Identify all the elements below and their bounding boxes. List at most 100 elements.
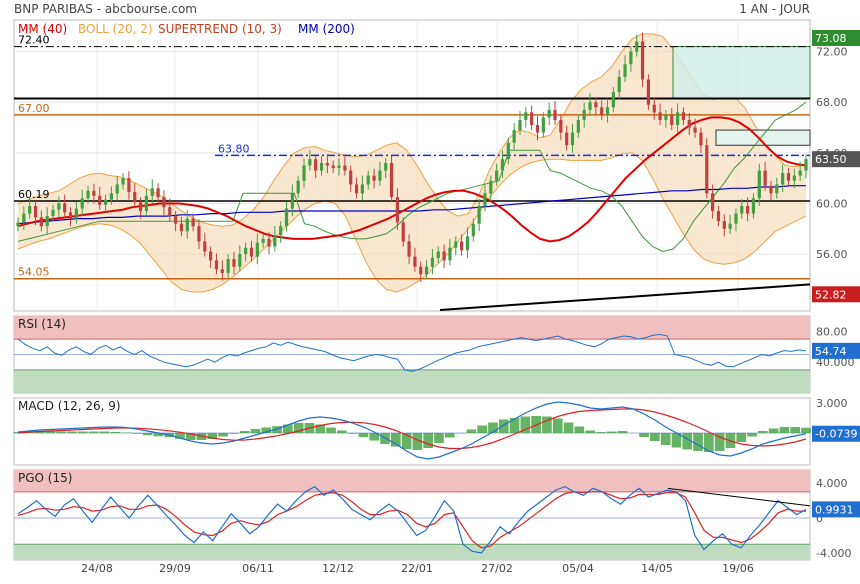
candle-body [495, 170, 499, 181]
candle-body [109, 193, 114, 200]
rsi-tick-label: 40.000 [816, 356, 855, 369]
candle-body [605, 107, 610, 115]
candle-body [699, 132, 703, 146]
pgo-avg-line [17, 491, 806, 549]
candle-body [547, 109, 551, 118]
candle-body [319, 162, 324, 171]
candle-body [238, 254, 242, 267]
candle-body [436, 251, 440, 258]
macd-histogram-bar [606, 431, 617, 433]
candle-body [314, 159, 318, 171]
pgo-overbought-zone [14, 470, 810, 492]
price-zone-small [715, 129, 811, 146]
macd-frame [13, 397, 811, 466]
macd-badge: -0.0739 [815, 428, 857, 441]
candle-body [22, 213, 26, 223]
price-tick-label: 56.00 [816, 248, 848, 261]
annotation-label: 67.00 [18, 102, 50, 115]
candle-body [769, 185, 773, 194]
pgo-badge: 0.9931 [815, 503, 854, 516]
macd-histogram-bar [552, 418, 563, 433]
x-axis-label: 19/06 [722, 562, 754, 575]
macd-histogram-bar [768, 428, 779, 433]
rsi-badge-bg [812, 342, 860, 359]
macd-histogram-bar [434, 433, 444, 443]
candle-body [424, 266, 429, 275]
macd-histogram-bar [250, 429, 261, 433]
candle-body [214, 260, 219, 270]
macd-histogram-bar [790, 427, 801, 433]
candle-body [366, 175, 370, 185]
annotation-label: 63.80 [218, 142, 250, 155]
macd-histogram-bar [283, 424, 293, 433]
supertrend-line [17, 101, 807, 253]
macd-histogram-bar [34, 431, 45, 433]
candle-body [763, 170, 767, 186]
rsi-oversold-zone [14, 369, 810, 393]
candle-body [127, 178, 131, 193]
macd-badge-bg [812, 425, 860, 442]
pgo-badge-bg [812, 501, 860, 518]
x-axis-label: 29/09 [159, 562, 191, 575]
candle-body [722, 221, 726, 229]
macd-histogram-bar [110, 432, 120, 433]
macd-histogram-bar [596, 432, 606, 433]
macd-histogram-bar [757, 431, 768, 433]
candle-body [623, 64, 627, 77]
candle-body [51, 209, 55, 217]
candle-body [687, 119, 691, 128]
candle-body [267, 238, 271, 247]
candle-body [675, 112, 680, 126]
macd-histogram-bar [56, 431, 67, 433]
candle-body [173, 216, 178, 224]
pgo-pgo-line [17, 485, 807, 554]
candle-body [290, 193, 294, 209]
macd-title: MACD (12, 26, 9) [18, 399, 121, 413]
candle-body [705, 145, 709, 194]
macd-histogram-bar [704, 433, 714, 452]
candle-body [541, 117, 545, 133]
candle-body [559, 119, 563, 133]
mm40-line [17, 116, 807, 243]
candle-body [296, 180, 300, 194]
macd-histogram-bar [542, 416, 552, 433]
macd-histogram-bar [77, 431, 88, 433]
macd-tick-label: 3.000 [816, 397, 848, 410]
macd-histogram-bar [142, 433, 153, 436]
candle-body [103, 199, 108, 205]
candle-body [16, 222, 20, 227]
x-axis-label: 24/08 [81, 562, 113, 575]
candle-body [360, 184, 364, 194]
macd-histogram-bar [736, 433, 747, 442]
candle-body [734, 213, 738, 224]
candle-body [652, 104, 656, 113]
pgo-oversold-zone [14, 544, 810, 560]
macd-histogram-bar [801, 427, 811, 433]
pgo-tick-label: -4.000 [816, 547, 851, 560]
candle-body [419, 266, 423, 275]
rsi-tick-label: 80.00 [816, 325, 848, 338]
candle-body [746, 205, 750, 214]
candle-body [68, 212, 73, 219]
rsi-title: RSI (14) [18, 317, 66, 331]
price-badge-bg [812, 29, 860, 46]
candle-body [284, 208, 289, 227]
price-badge: 63.50 [815, 153, 847, 166]
candle-body [92, 190, 96, 196]
price-tick-label: 68.00 [816, 96, 848, 109]
candle-body [775, 184, 779, 194]
macd-histogram-bar [617, 431, 628, 433]
candle-body [244, 247, 248, 255]
candle-body [524, 112, 528, 120]
macd-histogram-bar [444, 433, 455, 438]
candle-body [460, 241, 464, 251]
price-badge-bg [812, 151, 860, 168]
candle-body [751, 198, 756, 214]
candle-body [45, 216, 49, 227]
candle-body [635, 41, 639, 52]
x-axis-label: 27/02 [481, 562, 513, 575]
macd-histogram-bar [488, 422, 498, 433]
support-trendline [439, 283, 811, 311]
macd-histogram-bar [779, 427, 790, 433]
annotation-label: 54.05 [18, 266, 50, 279]
